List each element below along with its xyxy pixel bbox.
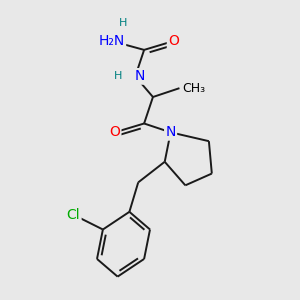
Text: H: H [113, 71, 122, 81]
Text: CH₃: CH₃ [182, 82, 206, 95]
Text: O: O [109, 125, 120, 139]
Text: N: N [165, 125, 176, 139]
Text: O: O [168, 34, 179, 48]
Text: H₂N: H₂N [99, 34, 125, 48]
Text: H: H [119, 18, 128, 28]
Text: N: N [134, 69, 145, 83]
Text: Cl: Cl [67, 208, 80, 222]
